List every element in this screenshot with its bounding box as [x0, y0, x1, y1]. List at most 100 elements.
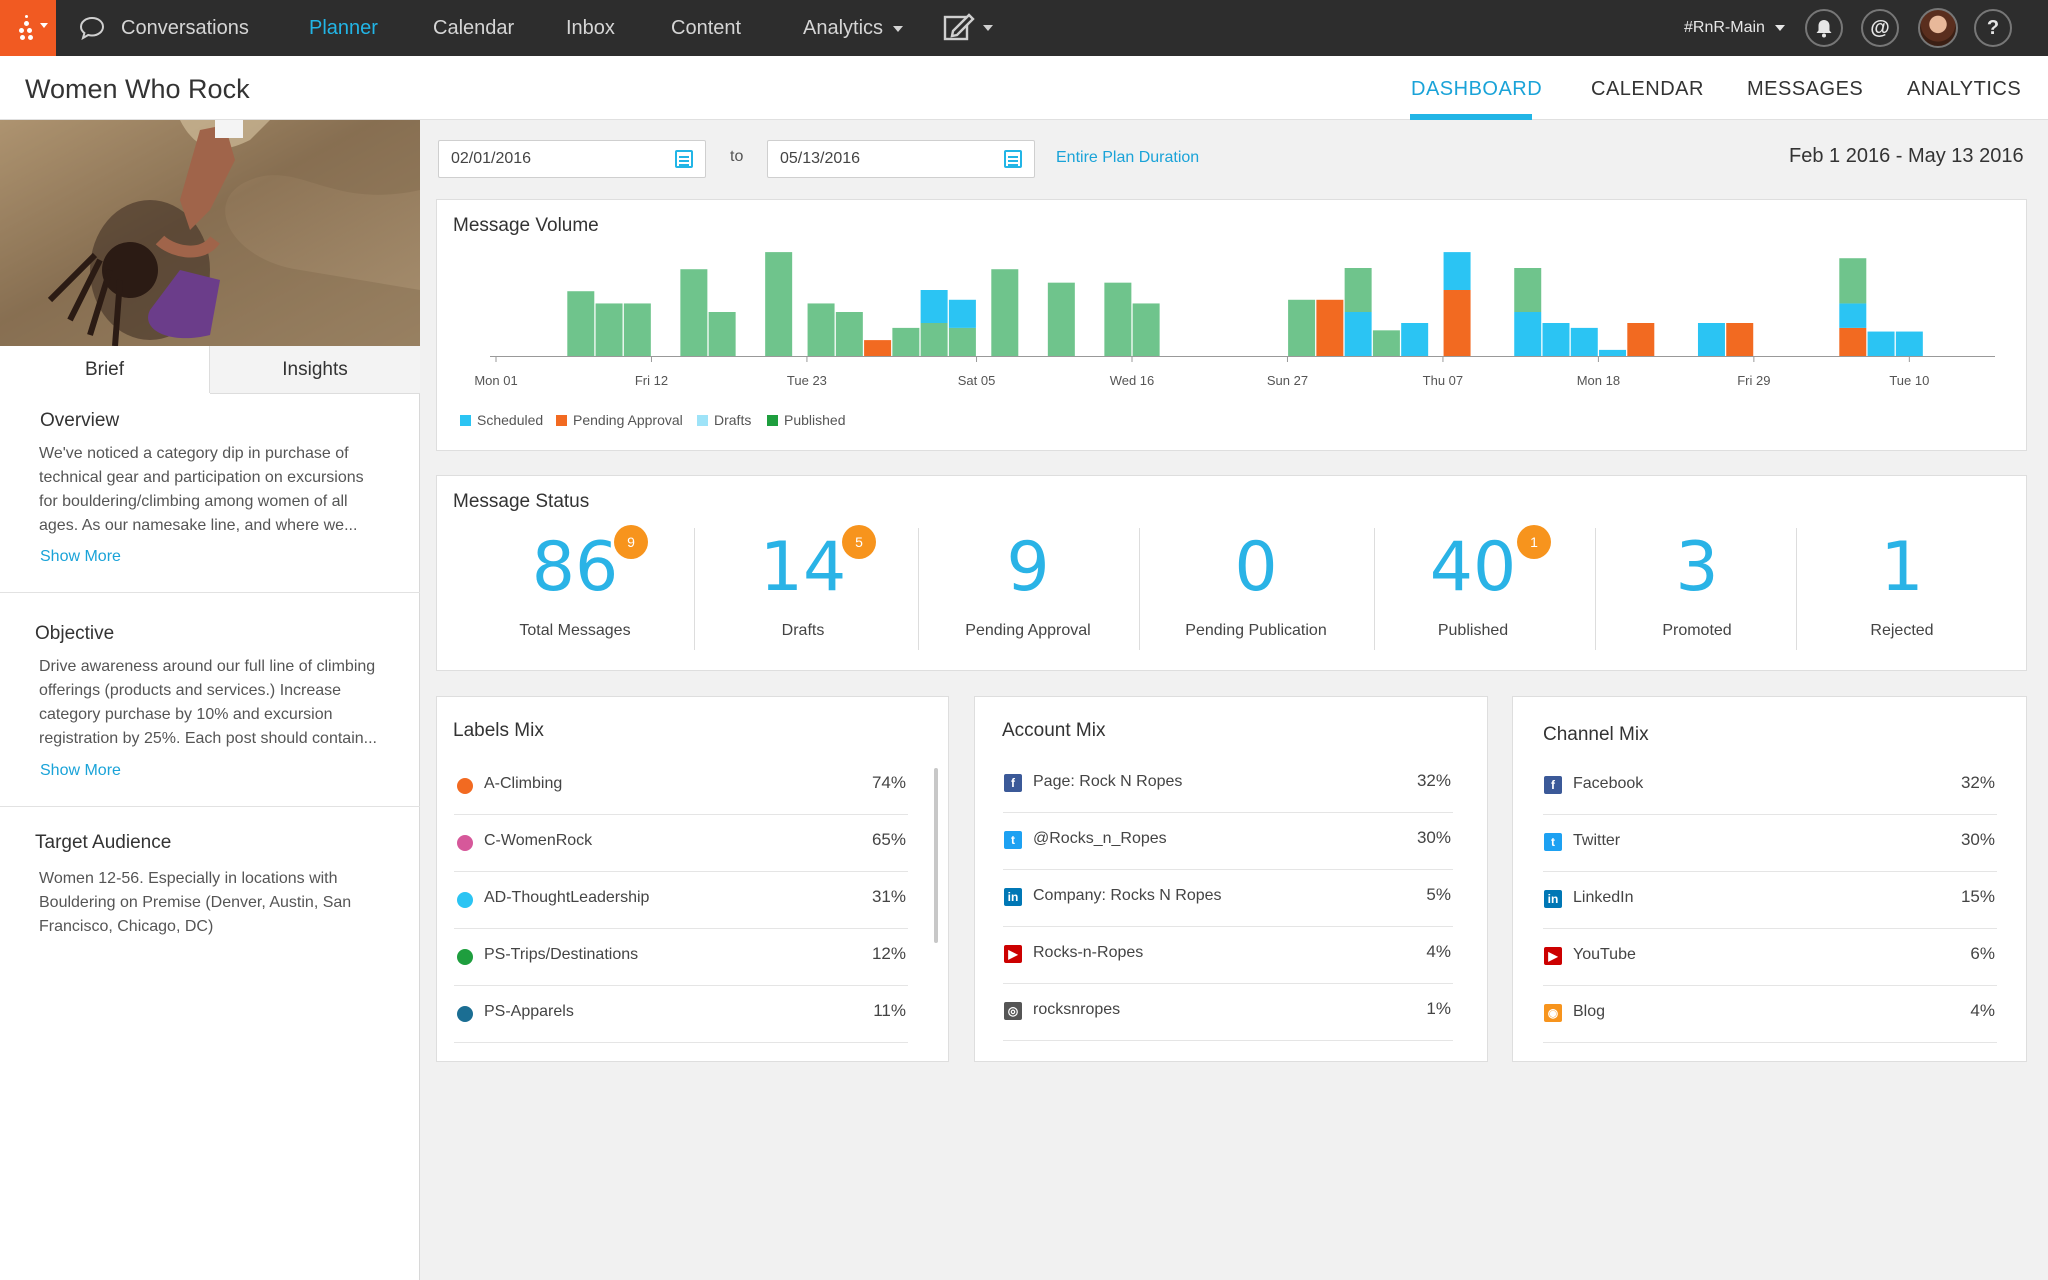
- bar-segment-published[interactable]: [567, 291, 595, 356]
- stat-pending-approval[interactable]: 9 Pending Approval: [928, 520, 1128, 640]
- channel-mix-row[interactable]: f Facebook 32%: [1543, 758, 1997, 815]
- nav-content[interactable]: Content: [671, 17, 742, 39]
- channel-mix-row[interactable]: ◉ Blog 4%: [1543, 986, 1997, 1043]
- bar-segment-scheduled[interactable]: [920, 290, 948, 323]
- mentions-icon[interactable]: @: [1861, 9, 1899, 47]
- labels-mix-row[interactable]: C-WomenRock 65%: [454, 815, 908, 872]
- objective-show-more-link[interactable]: Show More: [40, 762, 121, 779]
- overview-show-more-link[interactable]: Show More: [40, 548, 121, 565]
- labels-mix-row[interactable]: A-Climbing 74%: [454, 758, 908, 815]
- bar-segment-published[interactable]: [1514, 268, 1542, 312]
- stat-pending-publication[interactable]: 0 Pending Publication: [1156, 520, 1356, 640]
- bar-segment-pending-approval[interactable]: [1839, 327, 1867, 356]
- tab-analytics[interactable]: ANALYTICS: [1907, 78, 2022, 100]
- bar-segment-pending-approval[interactable]: [1316, 299, 1344, 356]
- bar-segment-published[interactable]: [765, 252, 793, 356]
- tab-calendar[interactable]: CALENDAR: [1591, 78, 1704, 100]
- bar-segment-published[interactable]: [920, 323, 948, 356]
- subtab-insights[interactable]: Insights: [210, 346, 420, 394]
- bar-segment-published[interactable]: [892, 327, 920, 356]
- bar-segment-published[interactable]: [807, 303, 835, 356]
- entire-plan-duration-link[interactable]: Entire Plan Duration: [1056, 149, 1200, 166]
- compose-button[interactable]: [943, 13, 995, 43]
- stat-published[interactable]: 40 Published: [1373, 520, 1573, 640]
- bar-segment-published[interactable]: [1372, 330, 1400, 356]
- bar-segment-pending-approval[interactable]: [1443, 290, 1471, 356]
- bar-segment-published[interactable]: [1288, 299, 1316, 356]
- bar-segment-published[interactable]: [623, 303, 651, 356]
- nav-planner[interactable]: Planner: [309, 17, 378, 39]
- bar-segment-published[interactable]: [948, 327, 976, 356]
- bar-segment-scheduled[interactable]: [1570, 327, 1598, 356]
- end-date-field[interactable]: 05/13/2016: [767, 140, 1035, 178]
- bar-segment-published[interactable]: [1104, 282, 1132, 356]
- bar-segment-published[interactable]: [1344, 268, 1372, 312]
- linkedin-icon: in: [1004, 888, 1022, 906]
- calendar-icon[interactable]: [1004, 150, 1022, 168]
- channel-mix-row[interactable]: t Twitter 30%: [1543, 815, 1997, 872]
- bar-segment-scheduled[interactable]: [1443, 252, 1471, 290]
- bar-segment-scheduled[interactable]: [948, 299, 976, 328]
- app-logo-menu[interactable]: [0, 0, 56, 56]
- workspace-selector[interactable]: #RnR-Main: [1684, 0, 1785, 56]
- bar-segment-published[interactable]: [991, 269, 1019, 356]
- bar-segment-scheduled[interactable]: [1867, 331, 1895, 356]
- bar-segment-scheduled[interactable]: [1599, 349, 1627, 356]
- labels-mix-row[interactable]: PS-Trips/Destinations 12%: [454, 929, 908, 986]
- labels-mix-scrollbar[interactable]: [934, 768, 938, 943]
- nav-calendar[interactable]: Calendar: [433, 17, 515, 39]
- legend-scheduled[interactable]: Scheduled: [460, 412, 543, 428]
- tab-messages[interactable]: MESSAGES: [1747, 78, 1864, 100]
- account-mix-row[interactable]: t @Rocks_n_Ropes 30%: [1003, 813, 1453, 870]
- bar-segment-scheduled[interactable]: [1542, 323, 1570, 356]
- nav-analytics[interactable]: Analytics: [803, 0, 904, 56]
- account-mix-row[interactable]: in Company: Rocks N Ropes 5%: [1003, 870, 1453, 927]
- start-date-field[interactable]: 02/01/2016: [438, 140, 706, 178]
- stat-promoted[interactable]: 3 Promoted: [1597, 520, 1797, 640]
- legend-pending-approval[interactable]: Pending Approval: [556, 412, 683, 428]
- account-mix-row[interactable]: f Page: Rock N Ropes 32%: [1003, 756, 1453, 813]
- bar-segment-scheduled[interactable]: [1697, 323, 1725, 356]
- overview-line: technical gear and participation on excu…: [39, 469, 364, 486]
- legend-drafts[interactable]: Drafts: [697, 412, 751, 428]
- stat-drafts[interactable]: 14 Drafts: [703, 520, 903, 640]
- channel-mix-row[interactable]: in LinkedIn 15%: [1543, 872, 1997, 929]
- notifications-bell-icon[interactable]: [1805, 9, 1843, 47]
- labels-mix-row[interactable]: AD-ThoughtLeadership 31%: [454, 872, 908, 929]
- tab-dashboard[interactable]: DASHBOARD: [1411, 78, 1543, 100]
- account-mix-row[interactable]: ◎ rocksnropes 1%: [1003, 984, 1453, 1041]
- stat-total-messages[interactable]: 86 Total Messages: [475, 520, 675, 640]
- bar-segment-published[interactable]: [708, 312, 736, 356]
- bar-segment-scheduled[interactable]: [1344, 312, 1372, 356]
- stat-rejected[interactable]: 1 Rejected: [1802, 520, 2002, 640]
- stat-label: Drafts: [781, 622, 825, 639]
- subtab-brief[interactable]: Brief: [0, 346, 210, 394]
- bar-segment-scheduled[interactable]: [1895, 331, 1923, 356]
- legend-published[interactable]: Published: [767, 412, 846, 428]
- bar-segment-published[interactable]: [1047, 282, 1075, 356]
- chevron-down-icon: [40, 23, 48, 28]
- labels-mix-row[interactable]: PS-Apparels 11%: [454, 986, 908, 1043]
- bar-segment-published[interactable]: [595, 303, 623, 356]
- calendar-icon[interactable]: [675, 150, 693, 168]
- nav-inbox[interactable]: Inbox: [566, 17, 615, 39]
- bar-segment-pending-approval[interactable]: [1627, 323, 1655, 356]
- help-icon[interactable]: ?: [1974, 9, 2012, 47]
- channel-mix-row[interactable]: ▶ YouTube 6%: [1543, 929, 1997, 986]
- user-avatar[interactable]: [1918, 8, 1958, 48]
- stat-label: Total Messages: [519, 622, 631, 639]
- bar-segment-pending-approval[interactable]: [864, 340, 892, 356]
- bar-segment-pending-approval[interactable]: [1726, 323, 1754, 356]
- bar-segment-scheduled[interactable]: [1839, 303, 1867, 328]
- legend-label: Published: [784, 412, 846, 428]
- account-mix-row[interactable]: ▶ Rocks-n-Ropes 4%: [1003, 927, 1453, 984]
- bar-segment-scheduled[interactable]: [1401, 323, 1429, 356]
- instagram-icon: ◎: [1004, 1002, 1022, 1020]
- bar-segment-scheduled[interactable]: [1514, 312, 1542, 356]
- date-range-label: Feb 1 2016 - May 13 2016: [1789, 145, 2024, 167]
- nav-conversations[interactable]: Conversations: [121, 17, 249, 39]
- bar-segment-published[interactable]: [1839, 258, 1867, 304]
- bar-segment-published[interactable]: [680, 269, 708, 356]
- bar-segment-published[interactable]: [1132, 303, 1160, 356]
- bar-segment-published[interactable]: [835, 312, 863, 356]
